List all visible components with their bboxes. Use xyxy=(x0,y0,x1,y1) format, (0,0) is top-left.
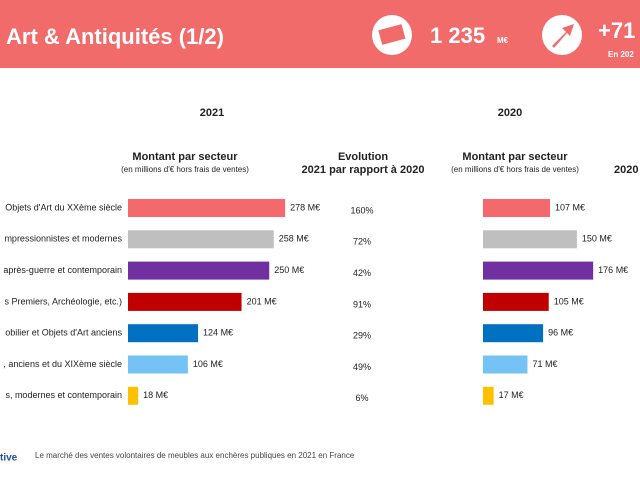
total-unit: M€ xyxy=(497,36,509,45)
value-label: 150 M€ xyxy=(582,234,612,244)
slide-title: Art & Antiquités (1/2) xyxy=(6,24,224,49)
category-label: mpressionnistes et modernes xyxy=(4,234,122,244)
value-label: 105 M€ xyxy=(554,296,584,306)
category-label: , anciens et du XIXème siècle xyxy=(3,359,122,369)
value-label: 107 M€ xyxy=(555,202,585,212)
header-band xyxy=(0,0,640,68)
value-label: 250 M€ xyxy=(274,265,304,275)
category-label: s, modernes et contemporain xyxy=(5,390,122,400)
side-label: 2020 xyxy=(614,164,638,176)
chart-subtitle: Montant par secteur xyxy=(132,151,238,163)
evolution-value: 160% xyxy=(350,205,373,215)
evolution-value: 49% xyxy=(353,362,371,372)
growth-value: +71 xyxy=(598,18,635,43)
chart-note: (en millions d'€ hors frais de ventes) xyxy=(451,165,579,174)
bar xyxy=(483,324,544,343)
bar xyxy=(483,355,528,374)
bar xyxy=(483,292,549,311)
bar xyxy=(483,261,594,280)
category-label: après-guerre et contemporain xyxy=(3,265,122,275)
value-label: 71 M€ xyxy=(532,359,557,369)
evolution-value: 29% xyxy=(353,331,371,341)
growth-note: En 202 xyxy=(608,50,634,59)
bar xyxy=(128,355,188,374)
bar xyxy=(128,324,199,343)
chart-title: 2020 xyxy=(498,107,522,119)
value-label: 258 M€ xyxy=(279,234,309,244)
money-icon-note xyxy=(378,24,406,45)
chart-note: (en millions d'€ hors frais de ventes) xyxy=(121,165,249,174)
value-label: 201 M€ xyxy=(247,296,277,306)
chart-title: 2021 xyxy=(200,107,224,119)
bar xyxy=(128,386,139,405)
value-label: 176 M€ xyxy=(598,265,628,275)
growth-arrow xyxy=(552,24,574,48)
evolution-value: 72% xyxy=(353,237,371,247)
bar xyxy=(483,199,550,217)
value-label: 106 M€ xyxy=(193,359,223,369)
footer-text: Le marché des ventes volontaires de meub… xyxy=(35,451,355,460)
bar xyxy=(128,230,274,249)
chart-subtitle: Montant par secteur xyxy=(462,151,568,163)
category-label: obilier et Objets d'Art anciens xyxy=(5,328,122,338)
evolution-value: 42% xyxy=(353,268,371,278)
bar xyxy=(128,261,270,280)
total-value: 1 235 xyxy=(430,23,485,48)
bar xyxy=(128,292,242,311)
value-label: 18 M€ xyxy=(143,390,168,400)
value-label: 96 M€ xyxy=(548,328,573,338)
evolution-value: 91% xyxy=(353,299,371,309)
bar xyxy=(128,199,286,217)
evolution-subtitle: 2021 par rapport à 2020 xyxy=(302,164,425,176)
value-label: 17 M€ xyxy=(499,390,524,400)
evolution-value: 6% xyxy=(355,393,368,403)
growth-icon xyxy=(542,15,582,55)
footer-logo: tive xyxy=(0,453,18,464)
bar xyxy=(483,230,577,249)
category-label: Objets d'Art du XXème siècle xyxy=(5,202,122,212)
value-label: 278 M€ xyxy=(290,202,320,212)
evolution-title: Evolution xyxy=(338,151,388,163)
category-label: s Premiers, Archéologie, etc.) xyxy=(4,296,122,306)
bar xyxy=(483,386,494,405)
value-label: 124 M€ xyxy=(203,328,233,338)
